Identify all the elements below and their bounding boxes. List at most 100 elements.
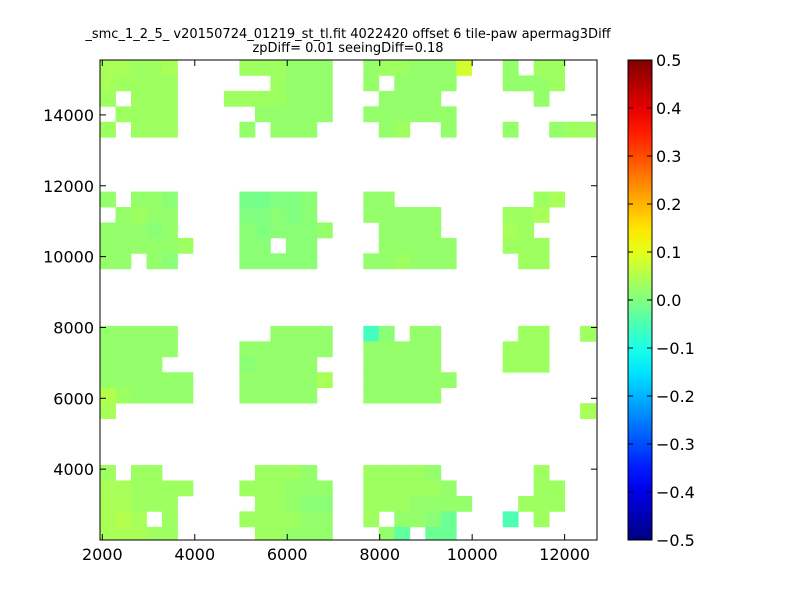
heatmap-cell bbox=[254, 207, 271, 223]
y-tick-label: 12000 bbox=[43, 177, 94, 196]
y-tick-label: 14000 bbox=[43, 106, 94, 125]
heatmap-cell bbox=[440, 526, 457, 541]
x-tick-label: 10000 bbox=[447, 545, 498, 564]
heatmap-cell bbox=[549, 480, 566, 497]
heatmap-cell bbox=[425, 207, 442, 223]
heatmap-cell bbox=[130, 75, 147, 92]
heatmap-cell bbox=[378, 106, 395, 123]
x-axis: 2000 4000 6000 8000 10000 12000 bbox=[82, 60, 590, 564]
heatmap-cell bbox=[177, 372, 194, 389]
heatmap-cell bbox=[100, 465, 116, 481]
heatmap-cell bbox=[239, 90, 256, 107]
heatmap-cell bbox=[130, 387, 147, 404]
heatmap-cell bbox=[301, 356, 318, 373]
heatmap-cell bbox=[270, 325, 287, 342]
heatmap-cell bbox=[254, 253, 271, 270]
heatmap-cell bbox=[378, 121, 395, 138]
heatmap-cell bbox=[533, 480, 550, 497]
heatmap-cell bbox=[146, 495, 163, 512]
heatmap-cell bbox=[394, 356, 411, 373]
heatmap-cell bbox=[146, 465, 163, 481]
heatmap-cell bbox=[425, 480, 442, 497]
heatmap-cell bbox=[100, 403, 116, 419]
heatmap-cell bbox=[115, 372, 132, 389]
heatmap-cell bbox=[270, 341, 287, 358]
heatmap-cell bbox=[270, 480, 287, 497]
heatmap-cell bbox=[285, 207, 302, 223]
heatmap-cell bbox=[239, 356, 256, 373]
heatmap-cell bbox=[239, 222, 256, 239]
heatmap-cell bbox=[378, 60, 395, 76]
x-tick-label: 4000 bbox=[174, 545, 215, 564]
heatmap-cell bbox=[533, 207, 550, 223]
heatmap-cell bbox=[115, 480, 132, 497]
heatmap-cell bbox=[301, 207, 318, 223]
heatmap-cell bbox=[363, 465, 380, 481]
heatmap-cell bbox=[239, 372, 256, 389]
heatmap-cell bbox=[270, 106, 287, 123]
heatmap-cell bbox=[425, 511, 442, 528]
heatmap-cell bbox=[270, 207, 287, 223]
heatmap-cell bbox=[285, 465, 302, 481]
heatmap-cell bbox=[270, 90, 287, 107]
heatmap-cell bbox=[285, 356, 302, 373]
heatmap-cell bbox=[301, 253, 318, 270]
y-axis: 4000 6000 8000 10000 12000 14000 bbox=[43, 106, 597, 479]
heatmap-cell bbox=[239, 237, 256, 254]
heatmap-cell bbox=[285, 526, 302, 541]
heatmap-cell bbox=[502, 222, 519, 239]
heatmap-cell bbox=[425, 495, 442, 512]
heatmap-cell bbox=[533, 253, 550, 270]
heatmap-cell bbox=[115, 253, 132, 270]
heatmap-cell bbox=[518, 341, 535, 358]
heatmap-cell bbox=[130, 237, 147, 254]
heatmap-cell bbox=[146, 90, 163, 107]
heatmap-cell bbox=[161, 90, 178, 107]
heatmap-cell bbox=[378, 341, 395, 358]
heatmap-cell bbox=[146, 325, 163, 342]
heatmap-cell bbox=[161, 495, 178, 512]
heatmap-cell bbox=[394, 60, 411, 76]
heatmap-cell bbox=[100, 222, 116, 239]
heatmap-cell bbox=[518, 253, 535, 270]
heatmap-cell bbox=[425, 341, 442, 358]
heatmap-cell bbox=[316, 495, 333, 512]
colorbar-tick-label: −0.3 bbox=[656, 435, 695, 454]
heatmap-cell bbox=[363, 60, 380, 76]
heatmap-cell bbox=[394, 106, 411, 123]
heatmap-cell bbox=[363, 511, 380, 528]
heatmap-cell bbox=[533, 237, 550, 254]
heatmap-cell bbox=[285, 191, 302, 208]
heatmap-cell bbox=[270, 356, 287, 373]
heatmap-cell bbox=[115, 237, 132, 254]
heatmap-cell bbox=[285, 372, 302, 389]
plot-frame bbox=[99, 59, 598, 541]
heatmap-cell bbox=[130, 191, 147, 208]
heatmap-cell bbox=[316, 341, 333, 358]
heatmap-cell bbox=[301, 387, 318, 404]
heatmap-cell bbox=[363, 341, 380, 358]
heatmap-cell bbox=[316, 511, 333, 528]
heatmap-cell bbox=[580, 121, 597, 138]
heatmap-cell bbox=[161, 387, 178, 404]
heatmap-cell bbox=[130, 372, 147, 389]
heatmap-cell bbox=[239, 253, 256, 270]
heatmap-cell bbox=[378, 253, 395, 270]
colorbar-tick-label: 0.1 bbox=[656, 243, 681, 262]
heatmap-cell bbox=[161, 325, 178, 342]
heatmap-cell bbox=[301, 222, 318, 239]
heatmap-cell bbox=[549, 60, 566, 76]
heatmap-cell bbox=[378, 325, 395, 342]
heatmap-cell bbox=[394, 372, 411, 389]
heatmap-cell bbox=[130, 106, 147, 123]
chart-subtitle: zpDiff= 0.01 seeingDiff=0.18 bbox=[252, 41, 443, 56]
heatmap-cell bbox=[394, 341, 411, 358]
heatmap-cell bbox=[239, 341, 256, 358]
heatmap-cell bbox=[146, 222, 163, 239]
heatmap-cell bbox=[533, 75, 550, 92]
colorbar-axis: 0.5 0.4 0.3 0.2 0.1 0.0 −0.1 −0.2 −0.3 −0.4 −0.5 bbox=[628, 51, 695, 550]
heatmap-cell bbox=[100, 495, 116, 512]
heatmap-cell bbox=[518, 75, 535, 92]
heatmap-cell bbox=[425, 253, 442, 270]
heatmap-cell bbox=[518, 356, 535, 373]
